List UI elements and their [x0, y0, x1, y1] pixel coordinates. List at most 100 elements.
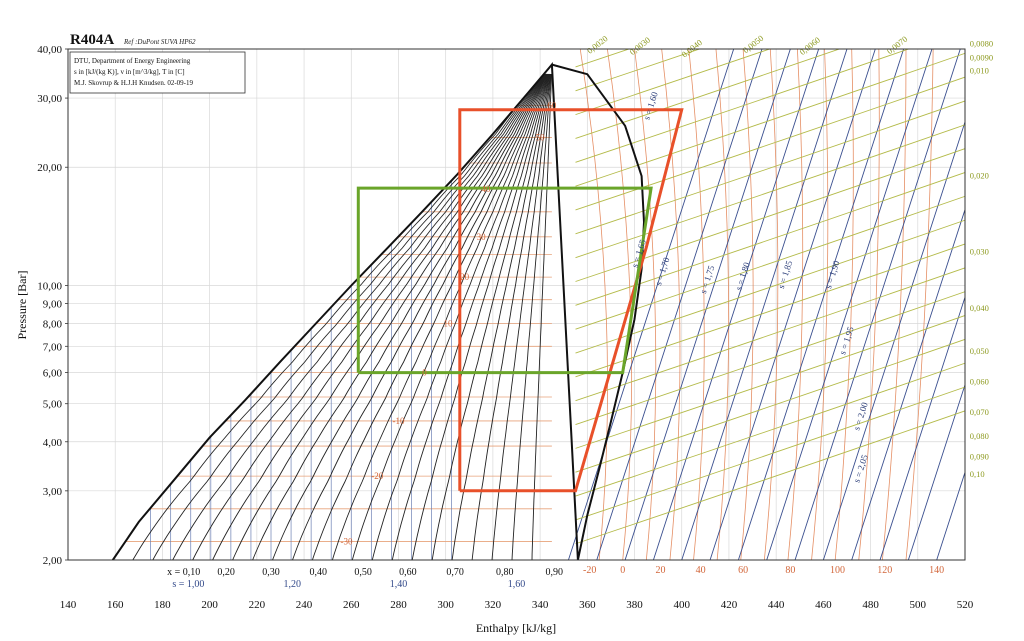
isochore-line — [575, 124, 965, 259]
isochore-line — [575, 362, 965, 497]
isentrope-line — [766, 49, 933, 560]
y-tick-label: 4,00 — [43, 437, 63, 449]
x-tick-label: 300 — [437, 599, 454, 611]
isotherm-label: 10 — [444, 319, 454, 329]
isentrope-line — [624, 49, 791, 560]
plot-frame — [67, 48, 966, 561]
bottom-temp-label: -20 — [583, 565, 596, 576]
y-tick-label: 6,00 — [43, 368, 63, 380]
x-tick-label: 380 — [626, 599, 643, 611]
y-tick-label: 8,00 — [43, 319, 63, 331]
x-tick-label: 400 — [673, 599, 690, 611]
volume-label: 0,080 — [970, 431, 989, 441]
isochore-line — [575, 267, 965, 402]
isentrope-line — [652, 49, 820, 560]
volume-label: 0,0080 — [970, 38, 993, 48]
volume-label: 0,050 — [970, 346, 989, 356]
x-tick-label: 180 — [154, 599, 171, 611]
x-tick-label: 160 — [107, 599, 124, 611]
volume-label: 0,0060 — [797, 35, 822, 57]
quality-line — [272, 73, 547, 560]
volume-label: 0,040 — [970, 303, 989, 313]
quality-line — [212, 73, 546, 560]
bottom-temp-label: 20 — [655, 565, 665, 576]
entropy-bottom-label: s = 1,00 — [172, 579, 204, 590]
isentrope-line — [822, 120, 965, 560]
axis-layer: 140 160 180 200 220 240 260 280 300 320 340 360 380 4… — [37, 44, 974, 611]
x-tick-label: 280 — [390, 599, 407, 611]
isotherm-label: 20 — [460, 272, 470, 282]
x-tick-label: 240 — [296, 599, 313, 611]
y-tick-label: 30,00 — [37, 93, 62, 105]
isochore-line — [575, 49, 841, 139]
x-tick-label: 360 — [579, 599, 596, 611]
quality-line — [411, 73, 550, 560]
isochore-line — [576, 0, 970, 43]
isentrope-line — [879, 295, 965, 560]
isochore-line — [575, 76, 965, 211]
y-tick-label: 5,00 — [43, 399, 63, 411]
isochore-line — [575, 291, 965, 425]
superheat-isotherm — [579, 49, 608, 560]
x-tick-label: 140 — [60, 599, 77, 611]
quality-line — [252, 73, 547, 560]
quality-label: 0,90 — [546, 567, 564, 578]
quality-line — [491, 73, 552, 560]
entropy-bottom-label: 1,60 — [508, 579, 526, 590]
entropy-label: s = 1,70 — [653, 256, 672, 287]
volume-label: 0,030 — [970, 246, 989, 256]
quality-label: 0,70 — [446, 567, 464, 578]
isochore-line — [575, 338, 965, 473]
quality-line — [232, 73, 547, 560]
volume-label: 0,010 — [970, 66, 989, 76]
x-axis-label: Enthalpy [kJ/kg] — [476, 621, 556, 635]
y-tick-label: 3,00 — [43, 486, 63, 498]
volume-label: 0,090 — [970, 451, 989, 461]
superheat-isotherm — [905, 49, 934, 560]
bottom-temp-label: 0 — [620, 565, 625, 576]
superheat-isotherm — [688, 49, 705, 560]
isochore-line — [575, 49, 910, 163]
x-tick-label: 520 — [957, 599, 974, 611]
quality-line — [531, 73, 552, 560]
isotherm-label: 60 — [547, 101, 557, 111]
entropy-label: s = 1,80 — [733, 260, 752, 291]
quality-label: x = 0,10 — [167, 567, 200, 578]
x-tick-label: 260 — [343, 599, 360, 611]
x-tick-label: 500 — [910, 599, 927, 611]
quality-line — [471, 73, 551, 560]
isentrope-line — [568, 49, 735, 560]
isochore-line — [575, 100, 965, 235]
x-tick-label: 440 — [768, 599, 785, 611]
isochore-line — [575, 386, 965, 521]
y-tick-label: 20,00 — [37, 162, 62, 174]
isentrope-line — [993, 49, 1024, 560]
quality-line — [351, 73, 549, 560]
isotherm-label: 40 — [481, 184, 491, 194]
isochore-line — [575, 52, 965, 187]
isochore-line — [575, 243, 965, 378]
isentrope-line — [681, 49, 848, 560]
x-tick-label: 420 — [721, 599, 738, 611]
chart-subtitle: Ref :DuPont SUVA HP62 — [123, 38, 196, 46]
isochore-line — [575, 410, 965, 545]
volume-label: 0,060 — [970, 376, 989, 386]
isentrope-line — [794, 49, 961, 560]
entropy-label: s = 2,05 — [851, 453, 870, 484]
quality-line — [292, 73, 548, 560]
volume-label: 0,0020 — [585, 33, 610, 55]
y-tick-label: 40,00 — [37, 44, 62, 56]
bottom-temp-label: 120 — [877, 565, 892, 576]
isochore-line — [575, 49, 772, 116]
superheat-isotherm — [606, 49, 633, 560]
quality-line — [331, 73, 549, 560]
quality-line — [311, 73, 548, 560]
superheat-isotherm — [740, 49, 754, 560]
quality-line — [152, 73, 545, 560]
quality-label: 0,40 — [309, 567, 327, 578]
entropy-label: s = 1,75 — [698, 264, 717, 295]
isentrope-line — [737, 49, 905, 560]
cycle-layer — [356, 108, 684, 493]
info-box — [69, 51, 246, 94]
